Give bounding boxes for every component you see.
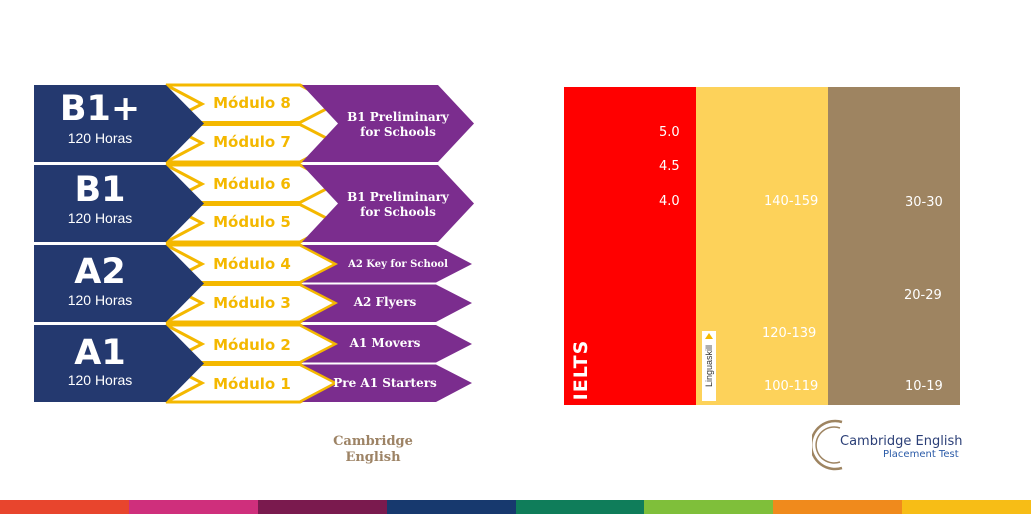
level-arrows xyxy=(34,83,474,404)
level-hours-b1plus: 120 Horas xyxy=(67,130,133,146)
stripe-segment xyxy=(257,500,387,514)
module-3-label: Módulo 3 xyxy=(213,294,291,312)
module-chevron xyxy=(165,163,340,204)
stripe-segment xyxy=(902,500,1031,514)
ielts-column: 5.0 4.5 4.0 IELTS xyxy=(564,87,696,405)
cambridge-english-logo: Cambridge English xyxy=(318,434,428,466)
cambridge-placement-test-logo: Cambridge English Placement Test xyxy=(812,418,972,472)
ielts-score: 4.0 xyxy=(659,194,680,209)
exam-arrow xyxy=(302,284,472,322)
cambridge-score: 20-29 xyxy=(904,288,942,303)
exam-a2-flyers-label: A2 Flyers xyxy=(353,295,417,309)
exam-b1-preliminary-line2: for Schools xyxy=(360,205,436,219)
linguaskill-column: 140-159 120-139 100-119 Linguaskill xyxy=(696,87,828,405)
module-chevron xyxy=(165,323,340,364)
level-arrow-b1 xyxy=(34,165,204,242)
stripe-segment xyxy=(515,500,645,514)
cambridge-score: 30-30 xyxy=(905,195,943,210)
module-8-label: Módulo 8 xyxy=(213,94,291,112)
module-chevron xyxy=(165,123,340,164)
exam-pre-a1-starters-label: Pre A1 Starters xyxy=(333,376,437,390)
linguaskill-logo: Linguaskill xyxy=(702,331,716,401)
module-chevron xyxy=(165,83,340,124)
exam-arrow xyxy=(302,245,472,283)
cept-title: Cambridge English xyxy=(840,434,963,449)
exam-arrow xyxy=(302,85,474,162)
module-chevron xyxy=(165,363,340,404)
exam-a2-key-label: A2 Key for School xyxy=(348,259,448,270)
module-7-label: Módulo 7 xyxy=(213,133,291,151)
level-code-b1: B1 xyxy=(74,170,126,210)
stripe-segment xyxy=(644,500,774,514)
linguaskill-score: 120-139 xyxy=(762,326,817,341)
cambridge-score: 10-19 xyxy=(905,379,943,394)
module-4-label: Módulo 4 xyxy=(213,255,291,273)
exam-arrow xyxy=(302,364,472,402)
level-hours-a2: 120 Horas xyxy=(67,292,133,308)
module-6-label: Módulo 6 xyxy=(213,175,291,193)
module-chevron xyxy=(165,283,340,324)
module-chevron xyxy=(165,203,340,244)
level-hours-b1: 120 Horas xyxy=(67,210,133,226)
exam-b1-preliminary-line1: B1 Preliminary xyxy=(347,190,449,204)
level-arrow-a1 xyxy=(34,325,204,402)
exam-b1-preliminary-line2: for Schools xyxy=(360,125,436,139)
module-1-label: Módulo 1 xyxy=(213,375,291,393)
bottom-color-stripe xyxy=(0,500,1031,514)
cambridge-logo-line1: Cambridge xyxy=(333,434,413,449)
exam-arrow xyxy=(302,325,472,363)
cambridge-logo-line2: English xyxy=(345,450,401,465)
linguaskill-score: 140-159 xyxy=(764,194,819,209)
stripe-segment xyxy=(773,500,903,514)
level-code-a2: A2 xyxy=(74,252,126,292)
level-code-b1plus: B1+ xyxy=(59,89,141,129)
module-5-label: Módulo 5 xyxy=(213,213,291,231)
ielts-score: 4.5 xyxy=(659,159,680,174)
stripe-segment xyxy=(0,500,129,514)
level-code-a1: A1 xyxy=(74,333,126,373)
level-arrow-a2 xyxy=(34,245,204,322)
level-hours-a1: 120 Horas xyxy=(67,372,133,388)
exam-a1-movers-label: A1 Movers xyxy=(349,336,421,350)
exam-b1-preliminary-line1: B1 Preliminary xyxy=(347,110,449,124)
module-2-label: Módulo 2 xyxy=(213,336,291,354)
ielts-logo: IELTS xyxy=(570,339,592,401)
linguaskill-score: 100-119 xyxy=(764,379,819,394)
score-table: 5.0 4.5 4.0 IELTS 140-159 120-139 100-11… xyxy=(564,87,960,405)
cambridge-crest-icon xyxy=(812,419,843,471)
level-diagram: B1+ 120 Horas Módulo 8 Módulo 7 B1 Preli… xyxy=(0,0,520,430)
stripe-segment xyxy=(386,500,516,514)
exam-arrow xyxy=(302,165,474,242)
cept-subtitle: Placement Test xyxy=(883,449,959,460)
stripe-segment xyxy=(128,500,258,514)
cambridge-english-column: 30-30 20-29 10-19 xyxy=(828,87,960,405)
linguaskill-arrow-icon xyxy=(705,333,713,339)
module-chevron xyxy=(165,243,340,284)
level-arrow-b1plus xyxy=(34,85,204,162)
ielts-score: 5.0 xyxy=(659,125,680,140)
